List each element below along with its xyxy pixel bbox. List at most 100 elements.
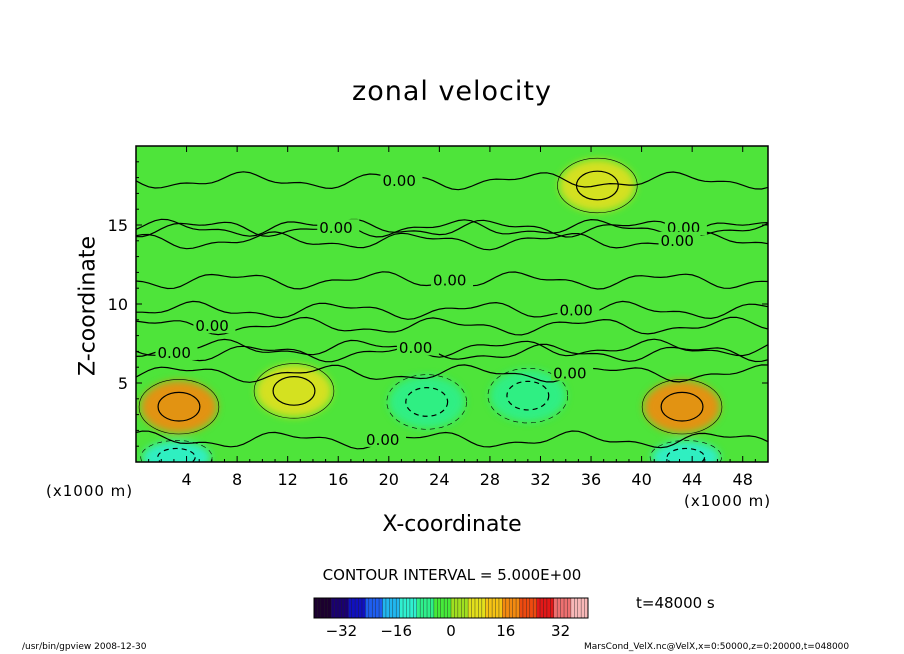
colorbar-tick-label: 0 (446, 622, 456, 640)
colorbar-cell (382, 598, 387, 618)
x-tick-label: 28 (480, 470, 500, 489)
contour-label: 0.00 (399, 339, 432, 357)
colorbar-cell (550, 598, 555, 618)
zero-contour (136, 364, 768, 383)
zero-contour (136, 338, 768, 358)
contour-label: 0.00 (382, 172, 415, 190)
zero-contour (136, 218, 768, 238)
colorbar-cell (584, 598, 589, 618)
footer-command: /usr/bin/gpview 2008-12-30 (22, 642, 147, 652)
x-unit-label-left: (x1000 m) (46, 482, 134, 500)
contour-label: 0.00 (661, 232, 694, 250)
colorbar-cell (553, 598, 558, 618)
colorbar-cell (385, 598, 390, 618)
colorbar-tick-label: 16 (496, 622, 515, 640)
x-tick-label: 16 (328, 470, 348, 489)
colorbar-cell (488, 598, 493, 618)
contour-line (140, 440, 213, 462)
x-tick-label: 32 (530, 470, 550, 489)
y-tick-label: 15 (108, 216, 128, 235)
contour-label: 0.00 (157, 344, 190, 362)
colorbar-cell (543, 598, 548, 618)
contour-label: 0.00 (319, 219, 352, 237)
y-tick-label: 10 (108, 295, 128, 314)
zero-contour (136, 171, 768, 191)
colorbar-cell (317, 598, 322, 618)
x-tick-label: 36 (581, 470, 601, 489)
colorbar-cell (409, 598, 414, 618)
x-tick-label: 48 (733, 470, 753, 489)
field-extremum (651, 441, 720, 462)
field-extremum (256, 364, 332, 417)
contour-label-bg (557, 301, 600, 318)
x-tick-label: 40 (631, 470, 651, 489)
colorbar-cell (440, 598, 445, 618)
contour-line (157, 391, 201, 422)
colorbar-cell (427, 598, 431, 618)
contour-line (386, 374, 467, 430)
colorbar-cell (454, 598, 459, 618)
contour-line (641, 379, 723, 435)
colorbar-cell (478, 598, 483, 618)
contour-label-bg (431, 271, 474, 288)
colorbar-frame (313, 597, 589, 619)
colorbar-cell (574, 598, 579, 618)
colorbar-cell (320, 598, 325, 618)
colorbar-cell (481, 598, 486, 618)
y-axis-label: Z-coordinate (75, 236, 101, 376)
colorbar-cell (375, 598, 380, 618)
x-tick-label: 20 (379, 470, 399, 489)
x-tick-label: 8 (232, 470, 242, 489)
field-extremum (644, 380, 721, 433)
contour-line (138, 379, 220, 435)
colorbar-cell (361, 598, 366, 618)
colorbar-cell (372, 598, 376, 618)
colorbar-cell (464, 598, 469, 618)
colorbar-cell (396, 598, 400, 618)
contour-line (557, 157, 638, 214)
x-unit-label-right: (x1000 m) (684, 492, 772, 510)
x-tick-label: 4 (181, 470, 191, 489)
colorbar-cell (526, 598, 531, 618)
zero-contour (136, 316, 768, 336)
field-extremum (388, 375, 465, 428)
colorbar-cell (564, 598, 568, 618)
colorbar-cell (423, 598, 428, 618)
colorbar: −32 −16 0 16 32 (313, 597, 589, 640)
colorbar-cell (502, 598, 507, 618)
colorbar-cell (567, 598, 572, 618)
field-extremum (142, 441, 211, 462)
colorbar-cell (516, 598, 520, 618)
colorbar-cell (351, 598, 356, 618)
colorbar-cell (560, 598, 565, 618)
colorbar-cell (457, 598, 462, 618)
colorbar-cell (577, 598, 582, 618)
colorbar-cell (327, 598, 332, 618)
colorbar-cell (546, 598, 551, 618)
contour-label: 0.00 (559, 301, 592, 319)
x-tick-label: 44 (682, 470, 702, 489)
colorbar-cell (540, 598, 544, 618)
field-extremum (140, 380, 217, 433)
contour-line (157, 447, 196, 462)
y-tick-label: 5 (118, 374, 128, 393)
contour-label-bg (317, 219, 360, 236)
contour-label-bg (364, 430, 407, 447)
colorbar-cell (348, 598, 352, 618)
colorbar-cell (447, 598, 452, 618)
colorbar-cell (416, 598, 421, 618)
x-axis: 4 8 12 16 20 24 28 32 36 40 44 48 (148, 146, 756, 489)
colorbar-cell (358, 598, 363, 618)
contour-label-bg (658, 231, 701, 248)
colorbar-cell (341, 598, 346, 618)
contour-line (253, 363, 335, 419)
colorbar-cell (474, 598, 479, 618)
colorbar-cell (433, 598, 438, 618)
colorbar-cell (512, 598, 517, 618)
colorbar-cell (365, 598, 370, 618)
colorbar-cell (355, 598, 359, 618)
colorbar-cell (557, 598, 561, 618)
x-axis-label: X-coordinate (382, 512, 522, 537)
heatmap-field (136, 146, 768, 462)
colorbar-tick-label: −32 (326, 622, 358, 640)
